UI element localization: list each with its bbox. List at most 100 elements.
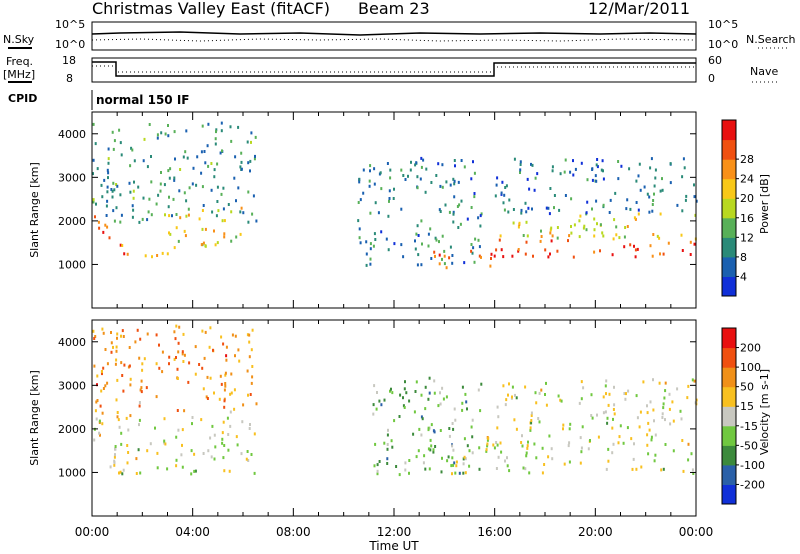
heatmap-cell xyxy=(662,406,665,410)
heatmap-cell xyxy=(525,220,528,224)
heatmap-cell xyxy=(187,213,190,217)
heatmap-cell xyxy=(373,232,376,236)
heatmap-cell xyxy=(578,235,581,239)
heatmap-cell xyxy=(222,342,225,346)
heatmap-cell xyxy=(182,332,185,336)
heatmap-cell xyxy=(113,188,116,192)
heatmap-cell xyxy=(458,471,461,475)
heatmap-cell xyxy=(465,400,468,404)
heatmap-cell xyxy=(402,404,405,408)
heatmap-cell xyxy=(526,444,529,448)
xtick-label: 00:00 xyxy=(679,525,714,539)
heatmap-cell xyxy=(511,254,514,258)
heatmap-cell xyxy=(112,147,115,151)
heatmap-cell xyxy=(429,227,432,231)
heatmap-cell xyxy=(537,417,540,420)
heatmap-cell xyxy=(223,232,226,236)
heatmap-cell xyxy=(612,417,614,421)
heatmap-cell xyxy=(120,213,123,217)
heatmap-cell xyxy=(550,447,553,451)
heatmap-cell xyxy=(635,467,638,471)
heatmap-cell xyxy=(388,199,390,203)
heatmap-cell xyxy=(420,393,423,397)
heatmap-cell xyxy=(599,249,601,253)
heatmap-cell xyxy=(458,203,461,207)
power-colorbar: 4 8 12 16 20 24 28 xyxy=(721,119,754,297)
heatmap-cell xyxy=(393,419,396,423)
heatmap-cell xyxy=(611,426,614,430)
heatmap-cell xyxy=(202,204,205,207)
heatmap-cell xyxy=(233,388,236,392)
colorbar-swatch xyxy=(722,198,736,219)
heatmap-cell xyxy=(495,467,498,470)
heatmap-cell xyxy=(215,128,218,132)
heatmap-cell xyxy=(605,379,608,383)
heatmap-cell xyxy=(181,465,184,469)
heatmap-cell xyxy=(158,366,161,370)
heatmap-cell xyxy=(376,469,379,473)
heatmap-cell xyxy=(570,197,573,201)
heatmap-cell xyxy=(518,221,521,225)
heatmap-cell xyxy=(149,442,152,446)
heatmap-cell xyxy=(450,464,453,468)
heatmap-cell xyxy=(386,447,389,451)
heatmap-cell xyxy=(132,208,135,212)
heatmap-cell xyxy=(107,161,110,165)
heatmap-cell xyxy=(640,465,643,469)
heatmap-cell xyxy=(229,392,232,396)
heatmap-cell xyxy=(453,179,456,183)
heatmap-cell xyxy=(647,452,650,456)
heatmap-cell xyxy=(377,211,380,215)
heatmap-cell xyxy=(240,151,243,155)
heatmap-cell xyxy=(650,157,653,161)
heatmap-cell xyxy=(224,373,227,377)
heatmap-cell xyxy=(672,419,675,423)
heatmap-cell xyxy=(464,471,467,475)
heatmap-cell xyxy=(104,384,107,388)
heatmap-cell xyxy=(250,131,253,135)
heatmap-cell xyxy=(391,445,394,449)
heatmap-cell xyxy=(107,157,110,161)
time-xlabel: Time UT xyxy=(368,539,419,553)
colorbar-swatch xyxy=(722,217,736,238)
heatmap-cell xyxy=(626,426,629,430)
heatmap-cell xyxy=(402,174,405,177)
heatmap-cell xyxy=(223,469,226,473)
heatmap-cell xyxy=(651,209,654,213)
heatmap-cell xyxy=(661,412,664,416)
heatmap-cell xyxy=(251,375,254,379)
heatmap-cell xyxy=(251,212,254,216)
heatmap-cell xyxy=(607,403,610,407)
heatmap-cell xyxy=(525,210,528,214)
heatmap-cell xyxy=(439,210,442,213)
heatmap-cell xyxy=(119,220,122,224)
heatmap-cell xyxy=(535,401,538,405)
velocity-colorbar: 200 100 50 15 -15 -50 -100 -200 xyxy=(721,327,765,505)
heatmap-cell xyxy=(486,444,489,448)
heatmap-cell xyxy=(171,214,173,218)
heatmap-cell xyxy=(556,236,559,240)
heatmap-cell xyxy=(569,170,572,174)
heatmap-cell xyxy=(187,380,190,384)
heatmap-cell xyxy=(646,433,649,437)
heatmap-cell xyxy=(451,444,454,448)
heatmap-cell xyxy=(404,380,406,384)
heatmap-cell xyxy=(235,235,238,239)
heatmap-cell xyxy=(478,245,481,249)
heatmap-cell xyxy=(514,393,516,397)
heatmap-cell xyxy=(454,418,457,422)
heatmap-cell xyxy=(222,207,225,211)
heatmap-cell xyxy=(493,446,496,450)
heatmap-cell xyxy=(183,191,186,195)
velocity-ylabel: Slant Range [km] xyxy=(28,370,41,466)
heatmap-cell xyxy=(582,386,585,390)
power-ylabel: Slant Range [km] xyxy=(28,162,41,258)
heatmap-cell xyxy=(131,204,134,208)
heatmap-cell xyxy=(550,239,553,243)
heatmap-cell xyxy=(121,472,124,476)
heatmap-cell xyxy=(613,412,616,416)
heatmap-cell xyxy=(167,134,170,138)
colorbar-tick-label: 20 xyxy=(740,192,754,205)
heatmap-cell xyxy=(517,249,520,253)
heatmap-cell xyxy=(220,192,223,196)
